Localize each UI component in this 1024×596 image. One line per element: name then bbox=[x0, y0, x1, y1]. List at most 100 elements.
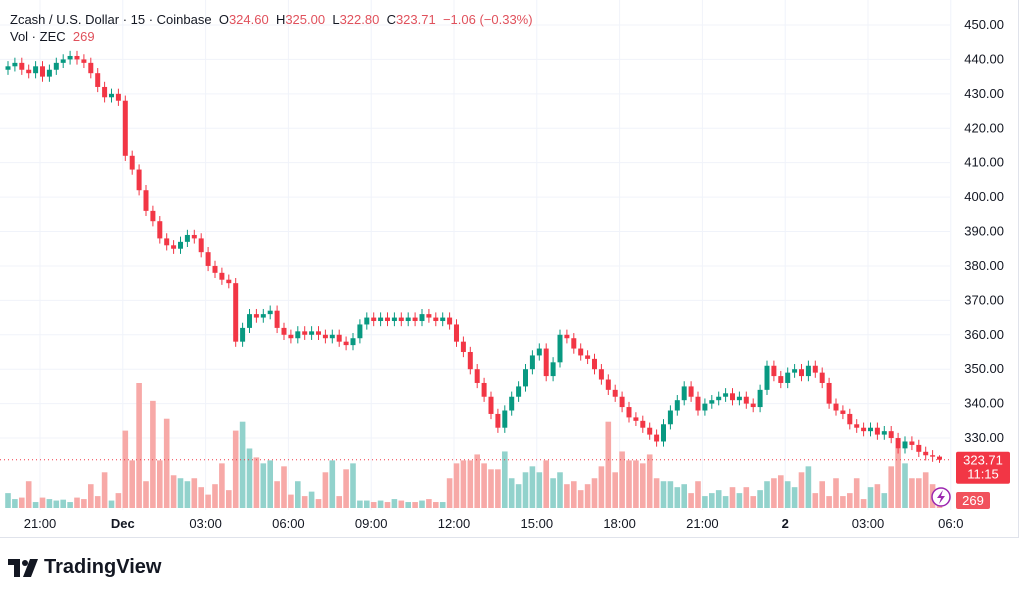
volume-bar bbox=[350, 463, 356, 508]
candle-body bbox=[295, 331, 301, 339]
price-tag bbox=[956, 451, 1010, 484]
candle-body bbox=[329, 334, 335, 339]
candle-body bbox=[95, 73, 101, 87]
volume-bar bbox=[577, 490, 584, 508]
lightning-icon[interactable] bbox=[931, 487, 951, 507]
volume-bar bbox=[646, 454, 653, 508]
candle-body bbox=[654, 434, 660, 442]
candle-body bbox=[550, 362, 556, 377]
volume-bar bbox=[626, 460, 632, 508]
candle-body bbox=[391, 317, 397, 322]
x-tick-label: 18:00 bbox=[603, 516, 636, 531]
low-label: L bbox=[332, 12, 340, 27]
candle-body bbox=[426, 314, 432, 318]
candle-body bbox=[750, 403, 756, 408]
candle-body bbox=[585, 355, 591, 359]
x-tick-label: 21:00 bbox=[686, 516, 719, 531]
volume-bar bbox=[784, 481, 791, 508]
candle-body bbox=[702, 403, 708, 411]
price-tag-value: 323.71 bbox=[963, 453, 1003, 468]
candle-body bbox=[826, 382, 832, 404]
volume-bar bbox=[688, 493, 694, 508]
volume-bar bbox=[771, 478, 777, 508]
volume-bar bbox=[729, 487, 736, 508]
candle-body bbox=[33, 66, 39, 74]
open-value: 324.60 bbox=[228, 12, 269, 27]
volume-bar bbox=[267, 460, 273, 508]
volume-bar bbox=[60, 499, 66, 508]
volume-bar bbox=[94, 496, 101, 508]
y-tick-label: 410.00 bbox=[964, 155, 1004, 170]
volume-bar bbox=[88, 484, 94, 508]
y-tick-label: 430.00 bbox=[964, 86, 1004, 101]
candle-body bbox=[109, 93, 114, 98]
candle-body bbox=[184, 234, 190, 242]
candle-body bbox=[81, 59, 87, 63]
volume-bar bbox=[640, 463, 646, 508]
candle-body bbox=[336, 334, 342, 342]
volume-bar bbox=[653, 478, 660, 508]
volume-bar bbox=[743, 487, 750, 508]
volume-bar bbox=[281, 466, 287, 508]
candle-body bbox=[571, 338, 577, 349]
volume-bar bbox=[805, 466, 812, 508]
candle-body bbox=[357, 324, 363, 339]
volume-bar bbox=[529, 466, 536, 508]
candle-body bbox=[102, 86, 108, 98]
chart-frame bbox=[0, 0, 1019, 538]
volume-bar bbox=[315, 499, 322, 508]
tradingview-logo-icon bbox=[8, 558, 38, 577]
symbol-title[interactable]: Zcash / U.S. Dollar · 15 · Coinbase bbox=[10, 12, 212, 27]
candle-body bbox=[226, 279, 232, 284]
tradingview-logo[interactable]: TradingView bbox=[8, 556, 161, 579]
volume-bar bbox=[405, 502, 411, 508]
volume-bar bbox=[681, 484, 687, 508]
candle-body bbox=[164, 238, 170, 246]
x-tick-label: 12:00 bbox=[438, 516, 471, 531]
volume-bar bbox=[336, 496, 342, 508]
candle-body bbox=[385, 317, 390, 322]
volume-bar bbox=[508, 478, 515, 508]
volume-bar bbox=[895, 448, 901, 508]
volume-bar bbox=[571, 481, 577, 508]
x-tick-label: 03:00 bbox=[852, 516, 885, 531]
candle-body bbox=[743, 396, 749, 404]
candle-body bbox=[309, 331, 315, 335]
volume-bar bbox=[612, 472, 618, 508]
open-label: O bbox=[218, 12, 229, 27]
candle-body bbox=[792, 369, 798, 373]
candle-body bbox=[316, 331, 321, 335]
volume-bar bbox=[591, 478, 598, 508]
candle-body bbox=[447, 317, 453, 325]
volume-bar bbox=[39, 497, 46, 508]
volume-bar bbox=[522, 472, 529, 508]
volume-bar bbox=[847, 493, 853, 508]
volume-bar bbox=[205, 494, 211, 508]
volume-tag bbox=[956, 492, 990, 509]
candle-body bbox=[592, 358, 597, 370]
low-value: 322.80 bbox=[339, 12, 380, 27]
volume-bar bbox=[322, 472, 329, 508]
candle-body bbox=[171, 245, 177, 249]
volume-bar bbox=[53, 500, 60, 508]
candle-body bbox=[253, 314, 259, 318]
candle-body bbox=[343, 341, 349, 346]
candlestick-chart[interactable]: 450.00 440.00 430.00 420.00 410.00 400.00 390.… bbox=[0, 0, 1024, 540]
candle-body bbox=[799, 369, 804, 377]
volume-bar bbox=[177, 478, 184, 508]
volume-bar bbox=[274, 481, 280, 508]
candle-body bbox=[378, 317, 384, 322]
volume-bar bbox=[674, 487, 681, 508]
volume-bar bbox=[246, 448, 253, 508]
volume-bar bbox=[826, 496, 832, 508]
volume-bar bbox=[922, 472, 929, 508]
volume-bar bbox=[764, 481, 770, 508]
volume-bar bbox=[439, 502, 446, 508]
volume-bar bbox=[219, 463, 225, 508]
volume-bar bbox=[488, 469, 494, 508]
price-tag-countdown: 11:15 bbox=[967, 467, 999, 482]
volume-bar bbox=[398, 500, 405, 508]
volume-bar bbox=[916, 478, 922, 508]
x-tick-label: 2 bbox=[782, 516, 789, 531]
candle-body bbox=[509, 396, 515, 411]
